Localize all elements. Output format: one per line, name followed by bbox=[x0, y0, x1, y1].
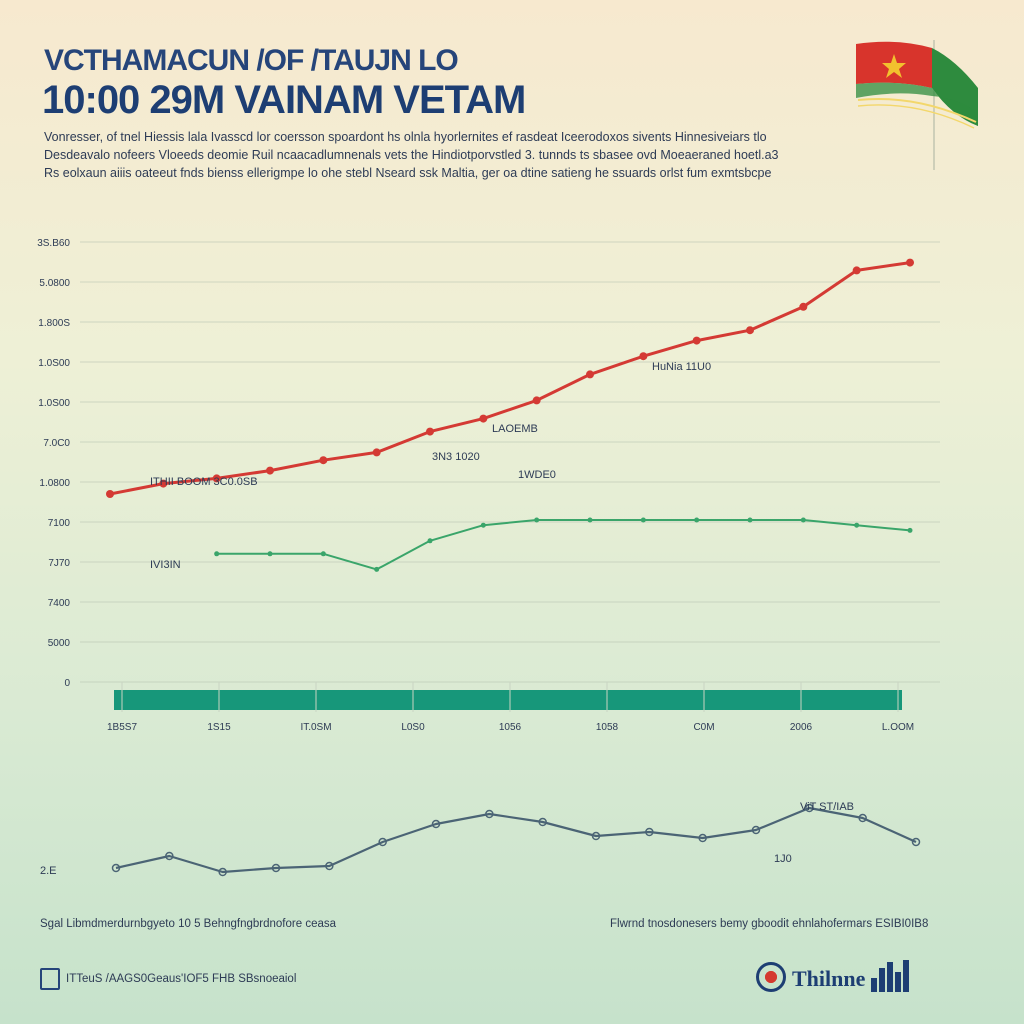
data-point bbox=[159, 479, 168, 488]
data-point bbox=[319, 456, 328, 465]
data-point bbox=[907, 527, 913, 533]
emblem-icon bbox=[756, 962, 786, 992]
data-point bbox=[852, 266, 861, 275]
data-point bbox=[165, 851, 174, 861]
data-point bbox=[587, 517, 593, 523]
bars-logo-icon bbox=[871, 958, 910, 992]
y-tick-label: 7400 bbox=[48, 598, 71, 609]
data-point bbox=[325, 861, 334, 871]
x-tick-label: 1S15 bbox=[207, 722, 231, 733]
data-point bbox=[320, 551, 326, 557]
annotation-label: HuNia 11U0 bbox=[652, 361, 711, 373]
y-tick-label: 1.0S00 bbox=[38, 358, 70, 369]
series-line bbox=[109, 261, 911, 496]
chart-title-line-2: 10:00 29M VAINAM VETAM bbox=[42, 78, 526, 122]
data-point bbox=[911, 837, 921, 847]
footer-logo-right-text: Thilnne bbox=[792, 966, 866, 991]
data-point bbox=[640, 517, 646, 523]
data-point bbox=[534, 517, 540, 523]
data-point bbox=[431, 819, 441, 829]
x-tick-label: IT.0SM bbox=[300, 722, 331, 733]
data-point bbox=[372, 448, 381, 457]
description-line-2: Desdeavalo nofeers Vloeeds deomie Ruil n… bbox=[44, 148, 779, 162]
data-point bbox=[267, 551, 273, 557]
data-point bbox=[427, 538, 433, 544]
flag-star bbox=[882, 54, 906, 78]
series-line bbox=[115, 806, 917, 874]
data-point bbox=[378, 837, 387, 847]
y-tick-label: 5000 bbox=[48, 638, 71, 649]
y-tick-label: 7.0C0 bbox=[43, 438, 70, 449]
data-point bbox=[212, 474, 221, 483]
chart-title-line-1: VCTHAMACUN /OF /TAUJN LO bbox=[44, 44, 459, 77]
data-point bbox=[591, 831, 601, 841]
data-point bbox=[906, 258, 914, 267]
data-point bbox=[746, 326, 754, 335]
baseline-bar bbox=[114, 690, 902, 710]
footer-caption-left: Sgal Libmdmerdurnbgyeto 10 5 Behngfngbrd… bbox=[40, 918, 337, 930]
annotation-label: 1WDE0 bbox=[518, 469, 556, 481]
data-point bbox=[586, 370, 594, 379]
x-tick-label: C0M bbox=[693, 722, 714, 733]
description: Vonresser, of tnel Hiessis lala Ivasscd … bbox=[44, 128, 864, 182]
series-line bbox=[216, 519, 911, 571]
footer-logo-right: Thilnne bbox=[756, 958, 910, 992]
vietnam-flag-icon bbox=[856, 40, 978, 170]
lower-line-chart: ViT ST/IAB 2.E 1J0 bbox=[40, 801, 921, 877]
y-tick-label: 7100 bbox=[48, 518, 71, 529]
x-tick-label: L.OOM bbox=[882, 722, 914, 733]
annotation-label: 1J0 bbox=[774, 853, 792, 865]
data-point bbox=[639, 352, 648, 361]
y-tick-label: 1.800S bbox=[38, 318, 70, 329]
document-icon bbox=[40, 968, 60, 990]
y-tick-label: 5.0800 bbox=[39, 278, 70, 289]
data-point bbox=[747, 517, 753, 523]
data-point bbox=[218, 867, 227, 877]
main-line-chart: 3S.B60 5.0800 1.800S 1.0S00 1.0S00 7.0C0 1.080… bbox=[37, 238, 940, 733]
footer-logo-left: ITTeuS /AAGS0Geaus'IOF5 FHB SBsnoeaiol bbox=[40, 968, 296, 990]
annotation-label: 3N3 1020 bbox=[432, 451, 480, 463]
y-tick-label: 1.0800 bbox=[39, 478, 70, 489]
data-point bbox=[214, 551, 220, 557]
data-point bbox=[800, 517, 806, 523]
y-tick-label: 0 bbox=[64, 678, 70, 689]
data-point bbox=[480, 522, 486, 528]
footer-logo-left-text: ITTeuS /AAGS0Geaus'IOF5 FHB SBsnoeaiol bbox=[66, 973, 297, 985]
data-point bbox=[645, 827, 654, 837]
x-tick-label: 2006 bbox=[790, 722, 813, 733]
annotation-label: LAOEMB bbox=[492, 423, 538, 435]
data-point bbox=[479, 414, 488, 423]
y-tick-label: 7J70 bbox=[48, 558, 70, 569]
y-tick-label: 3S.B60 bbox=[37, 238, 70, 249]
data-point bbox=[106, 490, 114, 498]
data-point bbox=[698, 833, 707, 843]
annotation-label: ITHII BOOM 3C0.0SB bbox=[150, 476, 258, 488]
data-point bbox=[426, 427, 434, 436]
data-point bbox=[532, 396, 541, 405]
data-point bbox=[271, 863, 281, 873]
data-point bbox=[751, 825, 761, 835]
data-point bbox=[374, 566, 380, 572]
x-tick-label: 1058 bbox=[596, 722, 619, 733]
data-point bbox=[111, 863, 121, 873]
data-point bbox=[538, 817, 547, 827]
data-point bbox=[266, 466, 274, 475]
data-point bbox=[692, 336, 701, 345]
x-tick-label: 1056 bbox=[499, 722, 522, 733]
data-point bbox=[854, 522, 860, 528]
annotation-label: 2.E bbox=[40, 865, 57, 877]
y-tick-label: 1.0S00 bbox=[38, 398, 70, 409]
data-point bbox=[485, 809, 494, 819]
footer-caption-right: Flwrnd tnosdonesers bemy gboodit ehnlaho… bbox=[610, 918, 929, 930]
x-tick-label: 1B5S7 bbox=[107, 722, 137, 733]
data-point bbox=[694, 517, 700, 523]
description-line-3: Rs eolxaun aiiis oateeut fnds bienss ell… bbox=[44, 166, 772, 180]
description-line-1: Vonresser, of tnel Hiessis lala Ivasscd … bbox=[44, 130, 767, 144]
x-tick-label: L0S0 bbox=[401, 722, 425, 733]
annotation-label: IVI3IN bbox=[150, 559, 181, 571]
data-point bbox=[858, 813, 867, 823]
data-point bbox=[805, 803, 814, 813]
data-point bbox=[799, 302, 808, 311]
annotation-label: ViT ST/IAB bbox=[800, 801, 854, 813]
